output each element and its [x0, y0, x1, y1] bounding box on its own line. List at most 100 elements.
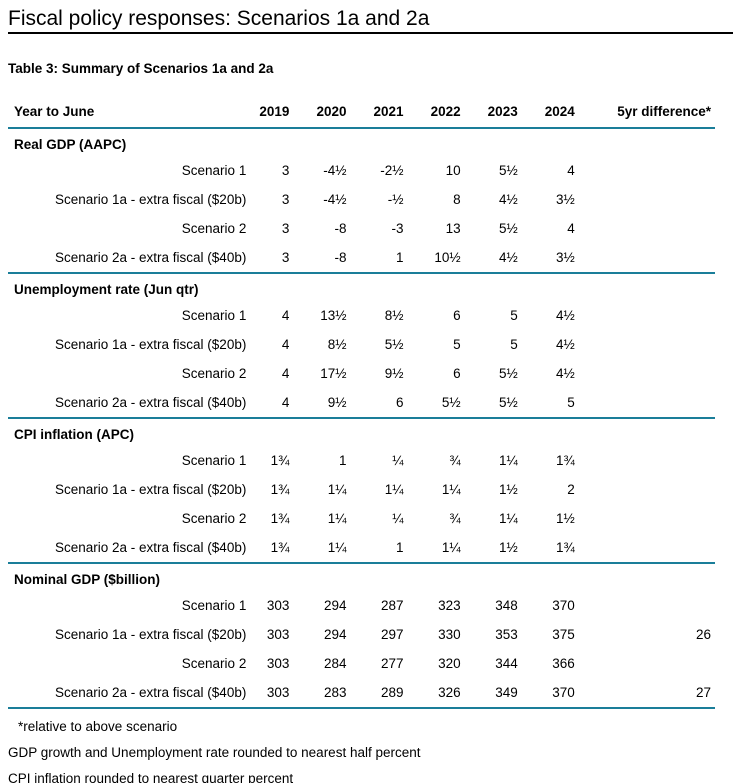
- cell-value: -4½: [323, 192, 347, 207]
- cell-value: 17½: [320, 366, 347, 381]
- cell-value: 8½: [327, 337, 347, 352]
- diff-value: [589, 301, 715, 330]
- cell-value: 3½: [556, 192, 575, 207]
- cell-value: 1¼: [441, 482, 461, 497]
- cell-value: 1¾: [556, 453, 575, 468]
- section-header-row: Nominal GDP ($billion): [8, 563, 715, 591]
- cell-value: 323: [438, 598, 461, 613]
- cell-value: 289: [360, 678, 418, 709]
- cell-value: 1¼: [303, 533, 361, 564]
- table-row: Scenario 2 1¾ 1¼ ¼ ¾ 1¼ 1½: [8, 504, 715, 533]
- column-header-2023: 2023: [474, 98, 532, 129]
- cell-value: -2½: [380, 163, 404, 178]
- row-label: Scenario 1a - extra fiscal ($20b): [54, 482, 247, 497]
- row-label: Scenario 2a - extra fiscal ($40b): [8, 388, 247, 419]
- diff-value: [589, 475, 715, 504]
- cell-value: 375: [552, 627, 575, 642]
- table-body: Real GDP (AAPC) Scenario 1 3 -4½ -2½ 10 5½ 4 Sce…: [8, 128, 715, 709]
- cell-value: 1¾: [246, 533, 304, 564]
- cell-value: 326: [417, 678, 475, 709]
- cell-value: 370: [552, 598, 575, 613]
- cell-value: 320: [438, 656, 461, 671]
- cell-value: 5: [531, 388, 589, 419]
- cell-value: 13½: [320, 308, 347, 323]
- table-row: Scenario 2a - extra fiscal ($40b) 3 -8 1 10½…: [8, 243, 715, 274]
- cell-value: 4½: [498, 192, 518, 207]
- cell-value: -½: [387, 192, 404, 207]
- cell-value: 4½: [556, 337, 575, 352]
- row-label: Scenario 1a - extra fiscal ($20b): [54, 337, 247, 352]
- row-label: Scenario 2: [181, 366, 247, 381]
- cell-value: 303: [266, 598, 290, 613]
- cell-value: 1½: [556, 511, 575, 526]
- cell-value: 1¼: [327, 482, 347, 497]
- row-label: Scenario 1a - extra fiscal ($20b): [54, 627, 247, 642]
- cell-value: 370: [531, 678, 589, 709]
- diff-value: 27: [588, 678, 715, 709]
- row-label: Scenario 1a - extra fiscal ($20b): [54, 192, 247, 207]
- footnote: CPI inflation rounded to nearest quarter…: [8, 771, 294, 783]
- cell-value: ¼: [392, 453, 404, 468]
- cell-value: 3: [281, 221, 290, 236]
- table-row: Scenario 1a - extra fiscal ($20b) 3 -4½ -½ 8…: [8, 185, 715, 214]
- cell-value: 3: [281, 192, 290, 207]
- diff-value: [589, 214, 715, 243]
- diff-value: [588, 388, 715, 419]
- cell-value: 294: [323, 627, 347, 642]
- cell-value: 4: [281, 337, 290, 352]
- cell-value: 348: [495, 598, 518, 613]
- title-rule: [8, 32, 733, 34]
- cell-value: 8½: [384, 308, 404, 323]
- column-header-5yr-difference: 5yr difference*: [588, 98, 715, 129]
- row-label: Scenario 2: [181, 511, 247, 526]
- column-header-year-to-june: Year to June: [8, 98, 247, 129]
- section-header-row: Unemployment rate (Jun qtr): [8, 273, 715, 301]
- cell-value: 303: [266, 627, 290, 642]
- cell-value: 3: [281, 163, 290, 178]
- cell-value: 1: [338, 453, 347, 468]
- table-row: Scenario 2 4 17½ 9½ 6 5½ 4½: [8, 359, 715, 388]
- table-caption: Table 3: Summary of Scenarios 1a and 2a: [8, 61, 274, 76]
- row-label: Scenario 2: [181, 656, 247, 671]
- table-row: Scenario 1a - extra fiscal ($20b) 303 294 2…: [8, 620, 715, 649]
- cell-value: 294: [323, 598, 347, 613]
- cell-value: 1¼: [498, 453, 518, 468]
- table-row: Scenario 1 303 294 287 323 348 370: [8, 591, 715, 620]
- cell-value: 297: [381, 627, 404, 642]
- cell-value: 1½: [498, 482, 518, 497]
- footnote: GDP growth and Unemployment rate rounded…: [8, 745, 421, 760]
- cell-value: 1: [360, 243, 418, 274]
- diff-value: [589, 649, 715, 678]
- cell-value: 6: [453, 308, 461, 323]
- cell-value: 330: [438, 627, 461, 642]
- header-row: Year to June 2019 2020 2021 2022 2023 20…: [8, 98, 715, 129]
- section-header-row: Real GDP (AAPC): [8, 128, 715, 156]
- table-row: Scenario 2a - extra fiscal ($40b) 303 283 2…: [8, 678, 715, 709]
- cell-value: -4½: [323, 163, 347, 178]
- cell-value: 283: [303, 678, 361, 709]
- cell-value: 1¾: [270, 482, 290, 497]
- cell-value: 2: [567, 482, 575, 497]
- cell-value: 5½: [498, 221, 518, 236]
- row-label: Scenario 1: [181, 163, 247, 178]
- cell-value: 277: [381, 656, 404, 671]
- column-header-2021: 2021: [360, 98, 418, 129]
- cell-value: 366: [552, 656, 575, 671]
- cell-value: 6: [453, 366, 461, 381]
- cell-value: 4: [567, 221, 575, 236]
- footnotes: *relative to above scenario GDP growth a…: [8, 714, 733, 783]
- cell-value: 1: [360, 533, 418, 564]
- cell-value: 5: [510, 337, 518, 352]
- cell-value: 4: [281, 308, 290, 323]
- row-label: Scenario 2: [181, 221, 247, 236]
- cell-value: 1¼: [417, 533, 475, 564]
- table-row: Scenario 1a - extra fiscal ($20b) 4 8½ 5½ 5 5…: [8, 330, 715, 359]
- cell-value: 4½: [556, 308, 575, 323]
- cell-value: 10½: [417, 243, 475, 274]
- cell-value: 1¾: [531, 533, 589, 564]
- column-header-2022: 2022: [417, 98, 475, 129]
- diff-value: [589, 591, 715, 620]
- row-label: Scenario 2a - extra fiscal ($40b): [8, 243, 247, 274]
- table-row: Scenario 1 4 13½ 8½ 6 5 4½: [8, 301, 715, 330]
